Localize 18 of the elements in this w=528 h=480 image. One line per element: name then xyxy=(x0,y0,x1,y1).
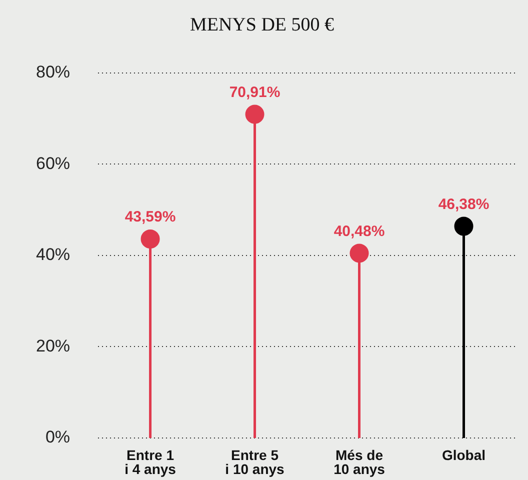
point xyxy=(245,104,264,124)
data-label: 46,38% xyxy=(438,196,490,213)
point xyxy=(454,216,474,236)
chart-title: MENYS DE 500 € xyxy=(190,14,335,36)
x-tick-label: Entre 5 i 10 anys xyxy=(225,446,285,477)
y-tick-label: 60% xyxy=(36,154,70,173)
y-tick-label: 20% xyxy=(36,336,70,356)
data-label: 43,59% xyxy=(124,208,176,226)
x-tick-label: Global xyxy=(442,446,486,463)
y-tick-label: 40% xyxy=(36,245,70,264)
point xyxy=(140,230,160,249)
data-label: 70,91% xyxy=(229,84,280,101)
x-tick-label: Entre 1 i 4 anys xyxy=(124,446,176,477)
x-tick-label: Més de 10 anys xyxy=(334,446,386,477)
point xyxy=(350,244,369,263)
y-tick-label: 80% xyxy=(36,62,70,82)
data-label: 40,48% xyxy=(334,222,385,240)
y-tick-label: 0% xyxy=(45,428,70,447)
